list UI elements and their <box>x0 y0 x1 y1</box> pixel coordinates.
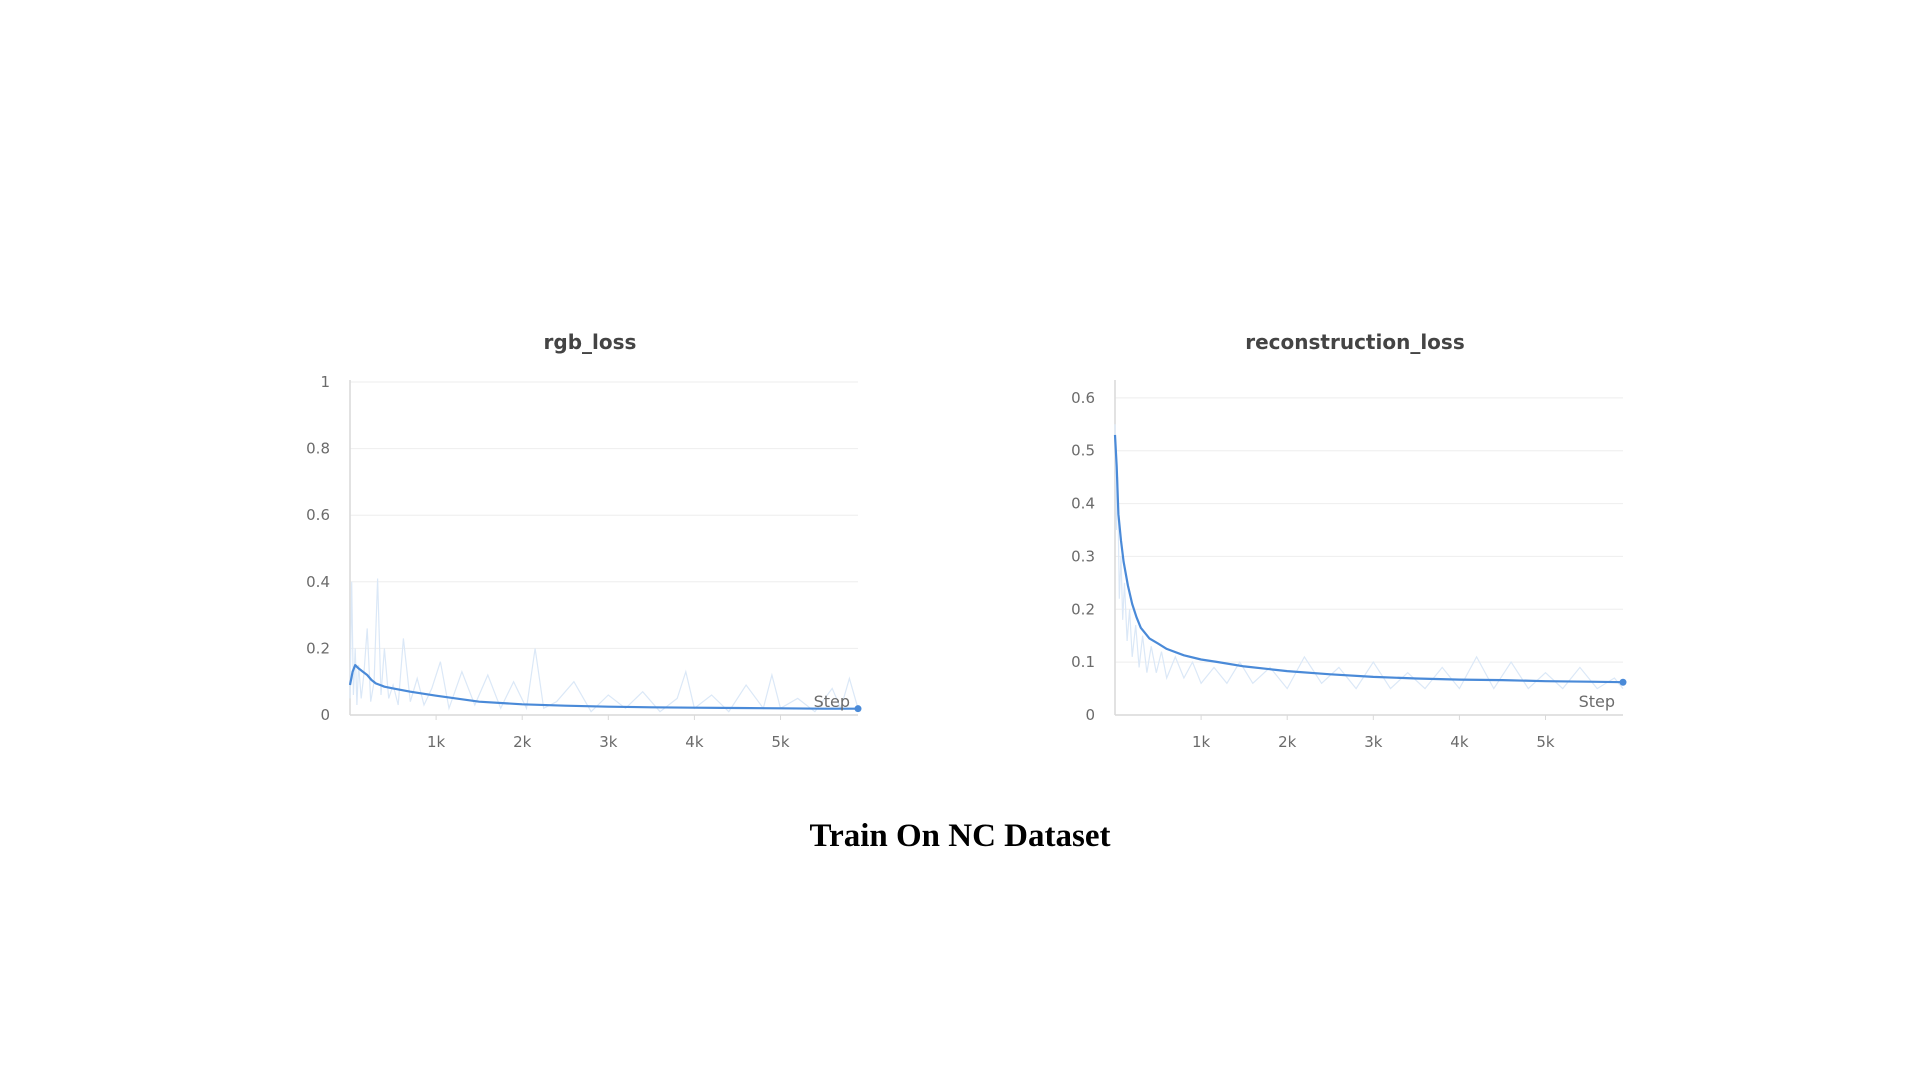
y-tick-label: 0.3 <box>1071 547 1095 565</box>
x-tick-label: 3k <box>599 733 618 751</box>
y-tick-label: 0.6 <box>306 506 330 524</box>
y-tick-label: 0.8 <box>306 440 330 458</box>
x-tick-label: 3k <box>1364 733 1383 751</box>
y-tick-label: 0 <box>1085 706 1095 724</box>
figure-caption: Train On NC Dataset <box>809 818 1111 854</box>
y-tick-label: 0.2 <box>306 639 330 657</box>
x-tick-label: 4k <box>685 733 704 751</box>
x-tick-label: 5k <box>1536 733 1555 751</box>
y-tick-label: 0.6 <box>1071 389 1095 407</box>
smoothed-series-line <box>1113 434 1624 684</box>
x-tick-label: 2k <box>513 733 532 751</box>
y-tick-label: 0.2 <box>1071 600 1095 618</box>
raw-series-line <box>349 578 859 713</box>
chart-panel-reconstruction-loss: reconstruction_loss 0 0.1 0.2 0.3 0.4 0.5 0.6 1… <box>1065 330 1645 760</box>
chart-title: rgb_loss <box>543 330 637 354</box>
y-tick-label: 0.1 <box>1071 653 1095 671</box>
x-axis-label: Step <box>814 692 850 711</box>
chart-panel-rgb-loss: rgb_loss 0 0.2 0.4 0.6 0.8 1 1k 2k 3k 4k 5k Step <box>300 330 880 760</box>
x-tick-label: 5k <box>771 733 790 751</box>
raw-series-line <box>1114 424 1624 690</box>
x-axis-label: Step <box>1579 692 1615 711</box>
y-tick-label: 0.5 <box>1071 442 1095 460</box>
x-tick-label: 1k <box>1192 733 1211 751</box>
chart-rgb-loss: 0 0.2 0.4 0.6 0.8 1 1k 2k 3k 4k 5k Step <box>306 373 862 751</box>
y-tick-label: 0 <box>320 706 330 724</box>
y-tick-label: 1 <box>320 373 330 391</box>
x-tick-label: 2k <box>1278 733 1297 751</box>
y-tick-label: 0.4 <box>1071 495 1095 513</box>
y-tick-label: 0.4 <box>306 573 330 591</box>
smoothed-series-line <box>348 664 858 710</box>
chart-title: reconstruction_loss <box>1245 330 1465 354</box>
series-end-point <box>1619 678 1627 686</box>
x-tick-label: 1k <box>427 733 446 751</box>
chart-reconstruction-loss: 0 0.1 0.2 0.3 0.4 0.5 0.6 1k 2k 3k 4k 5k Step <box>1071 380 1627 751</box>
x-tick-label: 4k <box>1450 733 1469 751</box>
series-end-point <box>854 705 862 713</box>
